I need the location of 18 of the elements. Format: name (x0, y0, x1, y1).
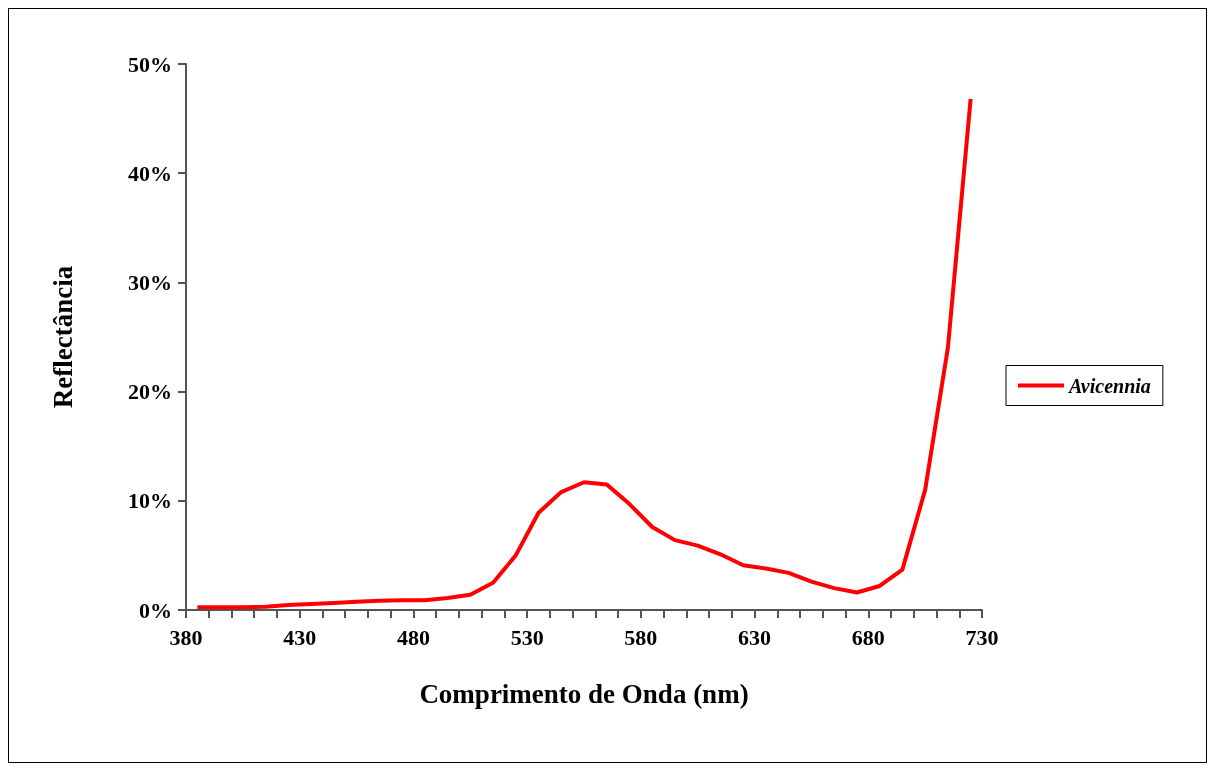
x-tick-label: 580 (624, 624, 658, 650)
y-tick-label: 30% (128, 269, 172, 295)
line-series (195, 96, 973, 610)
y-tick-label: 20% (128, 379, 172, 405)
legend-label: Avicennia (1067, 374, 1151, 397)
x-tick-label: 730 (965, 624, 999, 650)
x-tick-label: 630 (738, 624, 772, 650)
y-tick-label: 0% (139, 597, 172, 623)
x-tick-label: 480 (396, 624, 430, 650)
y-tick-label: 50% (128, 51, 172, 77)
y-tick-label: 40% (128, 160, 172, 186)
x-tick-label: 430 (283, 624, 317, 650)
x-tick-label: 380 (169, 624, 203, 650)
y-tick-label: 10% (128, 488, 172, 514)
y-axis-title: Reflectância (47, 265, 78, 409)
x-tick-label: 530 (510, 624, 544, 650)
x-axis-title: Comprimento de Onda (nm) (419, 678, 749, 709)
x-tick-label: 680 (851, 624, 885, 650)
